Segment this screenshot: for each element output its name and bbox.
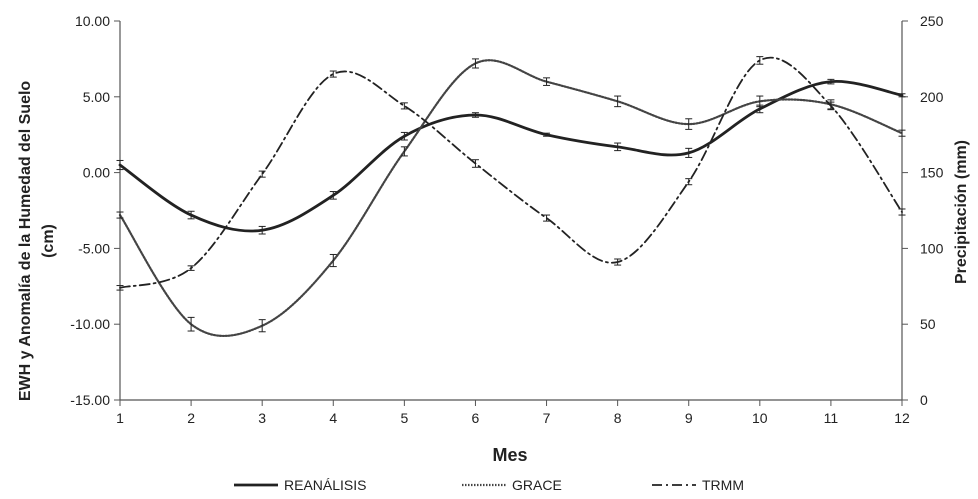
series-line-grace bbox=[118, 59, 904, 338]
y-left-tick-label: -10.00 bbox=[70, 316, 110, 332]
y-left-tick-label: -15.00 bbox=[70, 392, 110, 408]
x-tick-label: 6 bbox=[472, 410, 480, 426]
x-tick-label: 12 bbox=[894, 410, 910, 426]
x-tick-label: 4 bbox=[329, 410, 337, 426]
y-left-axis-title-line1: EWH y Anomalía de la Humedad del Suelo bbox=[17, 81, 34, 402]
x-tick-label: 9 bbox=[685, 410, 693, 426]
x-tick-label: 11 bbox=[824, 410, 839, 426]
y-left-tick-label: 0.00 bbox=[83, 165, 110, 181]
legend-label-grace: GRACE bbox=[512, 477, 562, 493]
x-tick-label: 8 bbox=[614, 410, 622, 426]
y-left-tick-label: 10.00 bbox=[75, 13, 110, 29]
y-left-axis-title-line2: (cm) bbox=[40, 224, 57, 258]
x-tick-label: 10 bbox=[752, 410, 768, 426]
series-line-trmm bbox=[119, 56, 903, 289]
y-right-tick-label: 100 bbox=[920, 240, 944, 256]
x-tick-label: 2 bbox=[187, 410, 195, 426]
legend-label-rean-lisis: REANÁLISIS bbox=[284, 477, 366, 493]
x-axis-title: Mes bbox=[492, 445, 527, 465]
y-right-tick-label: 150 bbox=[920, 165, 944, 181]
x-tick-label: 5 bbox=[400, 410, 408, 426]
series-line-rean-lisis bbox=[118, 80, 904, 233]
y-right-tick-label: 250 bbox=[920, 13, 944, 29]
x-tick-label: 3 bbox=[258, 410, 266, 426]
y-right-axis-title: Precipitación (mm) bbox=[953, 140, 970, 284]
y-left-tick-label: -5.00 bbox=[78, 240, 110, 256]
x-tick-label: 7 bbox=[543, 410, 551, 426]
y-right-tick-label: 50 bbox=[920, 316, 936, 332]
y-right-tick-label: 200 bbox=[920, 89, 944, 105]
y-right-tick-label: 0 bbox=[920, 392, 928, 408]
legend-label-trmm: TRMM bbox=[702, 477, 744, 493]
y-left-tick-label: 5.00 bbox=[83, 89, 110, 105]
x-tick-label: 1 bbox=[116, 410, 124, 426]
